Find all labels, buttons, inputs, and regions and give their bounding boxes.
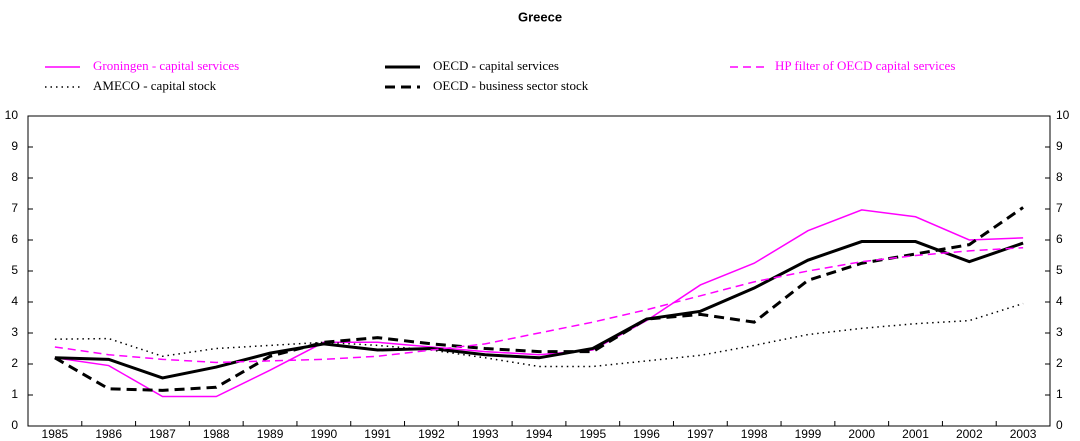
- y2-tick-label: 10: [1056, 108, 1070, 122]
- x-tick-label: 1985: [42, 427, 69, 441]
- y2-tick-label: 7: [1056, 201, 1063, 215]
- legend-label: AMECO - capital stock: [93, 78, 217, 93]
- legend-label: HP filter of OECD capital services: [775, 58, 955, 73]
- x-tick-label: 1987: [149, 427, 176, 441]
- y2-tick-label: 8: [1056, 170, 1063, 184]
- y2-tick-label: 6: [1056, 232, 1063, 246]
- series-line: [54, 206, 1024, 392]
- x-tick-label: 2001: [902, 427, 929, 441]
- y2-tick-label: 5: [1056, 263, 1063, 277]
- y-tick-label: 4: [11, 294, 18, 308]
- y2-tick-label: 0: [1056, 418, 1063, 432]
- series-line: [54, 240, 1024, 380]
- x-tick-label: 1986: [95, 427, 122, 441]
- legend-label: OECD - capital services: [433, 58, 559, 73]
- y2-tick-label: 1: [1056, 387, 1063, 401]
- x-tick-label: 2003: [1010, 427, 1037, 441]
- x-tick-label: 1995: [579, 427, 606, 441]
- x-tick-label: 1994: [526, 427, 553, 441]
- legend-label: Groningen - capital services: [93, 58, 239, 73]
- x-tick-label: 1999: [795, 427, 822, 441]
- y-tick-label: 1: [11, 387, 18, 401]
- series-line: [54, 209, 1024, 398]
- y2-tick-label: 4: [1056, 294, 1063, 308]
- y-tick-label: 9: [11, 139, 18, 153]
- y-tick-label: 0: [11, 418, 18, 432]
- y-tick-label: 8: [11, 170, 18, 184]
- y2-tick-label: 2: [1056, 356, 1063, 370]
- y-tick-label: 5: [11, 263, 18, 277]
- y-tick-label: 10: [5, 108, 19, 122]
- x-tick-label: 1991: [364, 427, 391, 441]
- x-tick-label: 2000: [848, 427, 875, 441]
- x-tick-label: 1988: [203, 427, 230, 441]
- x-tick-label: 1992: [418, 427, 445, 441]
- chart-title: Greece: [518, 9, 562, 24]
- x-tick-label: 1996: [633, 427, 660, 441]
- x-tick-label: 1993: [472, 427, 499, 441]
- x-tick-label: 1997: [687, 427, 714, 441]
- y2-tick-label: 9: [1056, 139, 1063, 153]
- series-line: [54, 302, 1024, 368]
- series-line: [54, 247, 1024, 364]
- y2-tick-label: 3: [1056, 325, 1063, 339]
- x-tick-label: 2002: [956, 427, 983, 441]
- y-tick-label: 2: [11, 356, 18, 370]
- x-tick-label: 1990: [310, 427, 337, 441]
- plot-frame: [27, 115, 1051, 427]
- x-tick-label: 1998: [741, 427, 768, 441]
- y-tick-label: 6: [11, 232, 18, 246]
- y-tick-label: 3: [11, 325, 18, 339]
- x-tick-label: 1989: [257, 427, 284, 441]
- y-tick-label: 7: [11, 201, 18, 215]
- legend-label: OECD - business sector stock: [433, 78, 589, 93]
